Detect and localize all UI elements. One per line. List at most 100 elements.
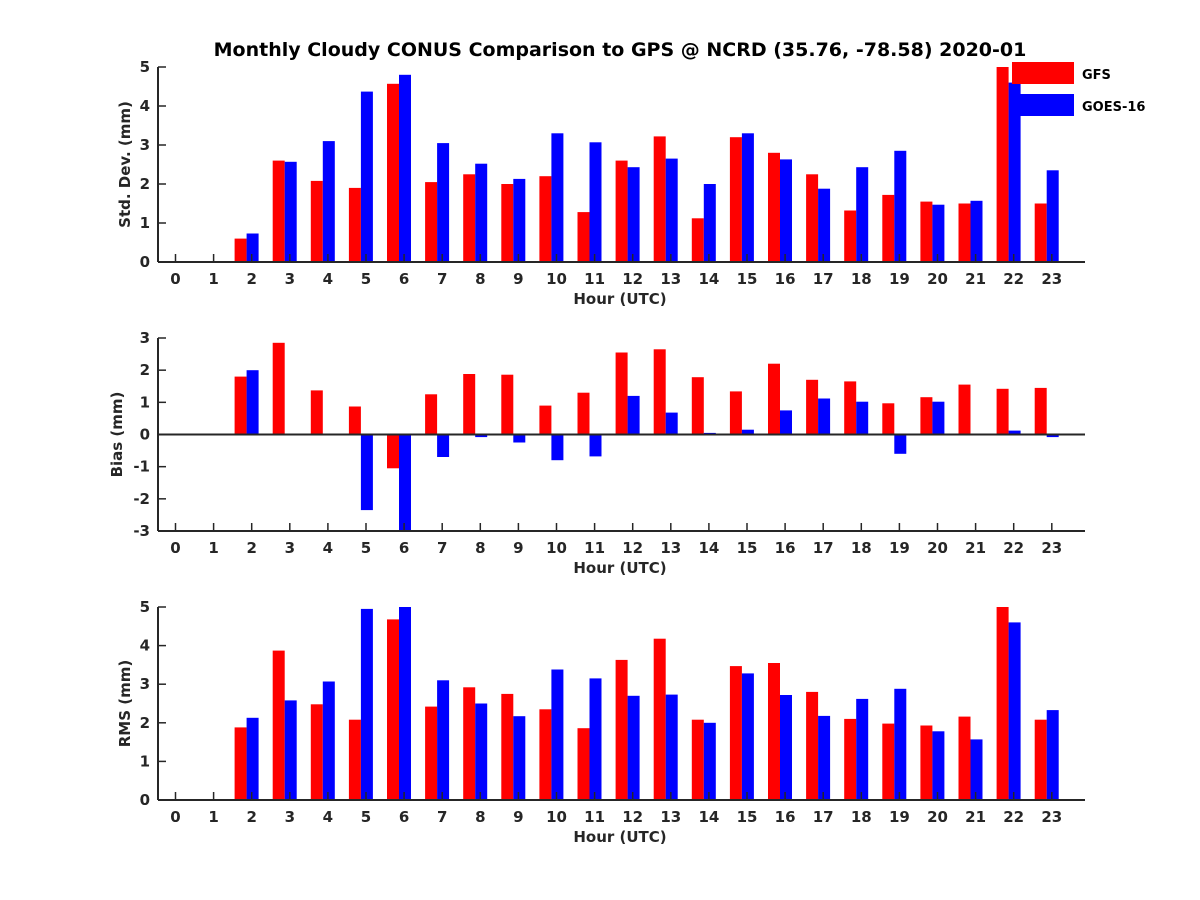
y-axis-label: Std. Dev. (mm) bbox=[116, 101, 134, 228]
x-tick-label: 15 bbox=[737, 539, 758, 557]
x-tick-label: 1 bbox=[208, 270, 218, 288]
bar-goes-16-hour-13 bbox=[703, 722, 716, 800]
bar-gfs-hour-5 bbox=[387, 619, 399, 800]
bar-goes-16-hour-6 bbox=[437, 434, 450, 457]
bar-goes-16-hour-5 bbox=[399, 434, 411, 531]
bar-goes-16-hour-10 bbox=[589, 142, 602, 262]
bar-goes-16-hour-18 bbox=[894, 434, 907, 454]
x-tick-label: 18 bbox=[851, 270, 872, 288]
legend-label-goes16: GOES-16 bbox=[1082, 100, 1145, 115]
x-tick-label: 21 bbox=[965, 539, 986, 557]
legend-label-gfs: GFS bbox=[1082, 68, 1111, 83]
x-tick-label: 16 bbox=[775, 539, 796, 557]
y-tick-label: 0 bbox=[140, 791, 150, 809]
bar-goes-16-hour-21 bbox=[1008, 622, 1021, 800]
x-tick-label: 1 bbox=[208, 808, 218, 826]
x-tick-label: 19 bbox=[889, 539, 910, 557]
x-tick-label: 12 bbox=[622, 808, 643, 826]
x-tick-label: 16 bbox=[775, 808, 796, 826]
x-tick-label: 10 bbox=[546, 539, 567, 557]
x-tick-label: 7 bbox=[437, 539, 447, 557]
bar-goes-16-hour-7 bbox=[475, 703, 488, 800]
bar-goes-16-hour-7 bbox=[475, 163, 488, 262]
y-tick-label: 3 bbox=[140, 675, 150, 693]
bar-gfs-hour-3 bbox=[310, 180, 323, 262]
x-tick-label: 12 bbox=[622, 270, 643, 288]
bar-gfs-hour-6 bbox=[425, 394, 438, 435]
x-axis-label: Hour (UTC) bbox=[573, 290, 666, 308]
bar-gfs-hour-8 bbox=[501, 184, 514, 262]
bar-goes-16-hour-8 bbox=[513, 716, 526, 800]
bar-goes-16-hour-8 bbox=[513, 178, 526, 262]
x-tick-label: 15 bbox=[737, 270, 758, 288]
bar-gfs-hour-18 bbox=[882, 403, 895, 435]
bar-gfs-hour-11 bbox=[615, 352, 628, 435]
bar-gfs-hour-1 bbox=[234, 238, 247, 262]
bar-gfs-hour-22 bbox=[1034, 203, 1047, 262]
bar-goes-16-hour-14 bbox=[741, 673, 754, 800]
bar-goes-16-hour-15 bbox=[780, 410, 792, 435]
bar-goes-16-hour-18 bbox=[894, 688, 907, 800]
bar-gfs-hour-10 bbox=[577, 212, 590, 262]
bar-gfs-hour-5 bbox=[387, 434, 399, 469]
y-tick-label: 0 bbox=[140, 426, 150, 444]
x-tick-label: 18 bbox=[851, 808, 872, 826]
y-tick-label: -1 bbox=[133, 458, 150, 476]
x-tick-label: 3 bbox=[285, 808, 295, 826]
bar-goes-16-hour-12 bbox=[665, 158, 678, 262]
bar-gfs-hour-1 bbox=[234, 376, 247, 435]
bar-gfs-hour-14 bbox=[729, 666, 742, 800]
y-tick-label: -2 bbox=[133, 490, 150, 508]
bar-gfs-hour-8 bbox=[501, 693, 514, 800]
bar-gfs-hour-19 bbox=[920, 725, 933, 800]
bar-goes-16-hour-16 bbox=[818, 188, 831, 262]
legend-swatch-goes16 bbox=[1012, 94, 1074, 116]
x-tick-label: 5 bbox=[361, 270, 371, 288]
x-axis-label: Hour (UTC) bbox=[573, 828, 666, 846]
bar-goes-16-hour-4 bbox=[360, 91, 373, 262]
x-tick-label: 0 bbox=[170, 270, 180, 288]
bar-goes-16-hour-21 bbox=[1008, 82, 1021, 262]
bar-goes-16-hour-18 bbox=[894, 150, 907, 262]
bar-gfs-hour-2 bbox=[272, 160, 285, 262]
x-tick-label: 14 bbox=[698, 539, 719, 557]
x-tick-label: 3 bbox=[285, 270, 295, 288]
y-tick-label: 3 bbox=[140, 329, 150, 347]
bar-goes-16-hour-11 bbox=[627, 395, 640, 435]
x-tick-label: 11 bbox=[584, 539, 605, 557]
x-tick-label: 23 bbox=[1041, 808, 1062, 826]
bar-gfs-hour-15 bbox=[768, 363, 780, 435]
bar-goes-16-hour-12 bbox=[665, 694, 678, 800]
x-tick-label: 13 bbox=[660, 270, 681, 288]
x-tick-label: 21 bbox=[965, 270, 986, 288]
bar-goes-16-hour-19 bbox=[932, 204, 945, 262]
x-tick-label: 22 bbox=[1003, 270, 1024, 288]
bar-gfs-hour-16 bbox=[806, 691, 819, 800]
bar-goes-16-hour-15 bbox=[780, 159, 792, 262]
bar-gfs-hour-3 bbox=[310, 704, 323, 800]
x-tick-label: 8 bbox=[475, 808, 485, 826]
bar-gfs-hour-12 bbox=[653, 349, 666, 435]
y-axis-label: RMS (mm) bbox=[116, 660, 134, 747]
x-tick-label: 13 bbox=[660, 539, 681, 557]
y-tick-label: 2 bbox=[140, 361, 150, 379]
x-tick-label: 3 bbox=[285, 539, 295, 557]
bar-goes-16-hour-19 bbox=[932, 401, 945, 435]
bar-gfs-hour-12 bbox=[653, 638, 666, 800]
bar-goes-16-hour-22 bbox=[1046, 170, 1059, 262]
x-tick-label: 15 bbox=[737, 808, 758, 826]
bar-gfs-hour-11 bbox=[615, 659, 628, 800]
bar-gfs-hour-16 bbox=[806, 379, 819, 435]
x-axis-label: Hour (UTC) bbox=[573, 559, 666, 577]
bar-gfs-hour-9 bbox=[539, 176, 552, 262]
x-tick-label: 11 bbox=[584, 808, 605, 826]
y-tick-label: 3 bbox=[140, 136, 150, 154]
x-tick-label: 0 bbox=[170, 808, 180, 826]
bar-goes-16-hour-17 bbox=[856, 401, 869, 435]
bar-gfs-hour-7 bbox=[463, 374, 476, 435]
y-tick-label: 1 bbox=[140, 214, 150, 232]
bar-goes-16-hour-22 bbox=[1046, 434, 1059, 438]
x-tick-label: 11 bbox=[584, 270, 605, 288]
x-tick-label: 10 bbox=[546, 270, 567, 288]
